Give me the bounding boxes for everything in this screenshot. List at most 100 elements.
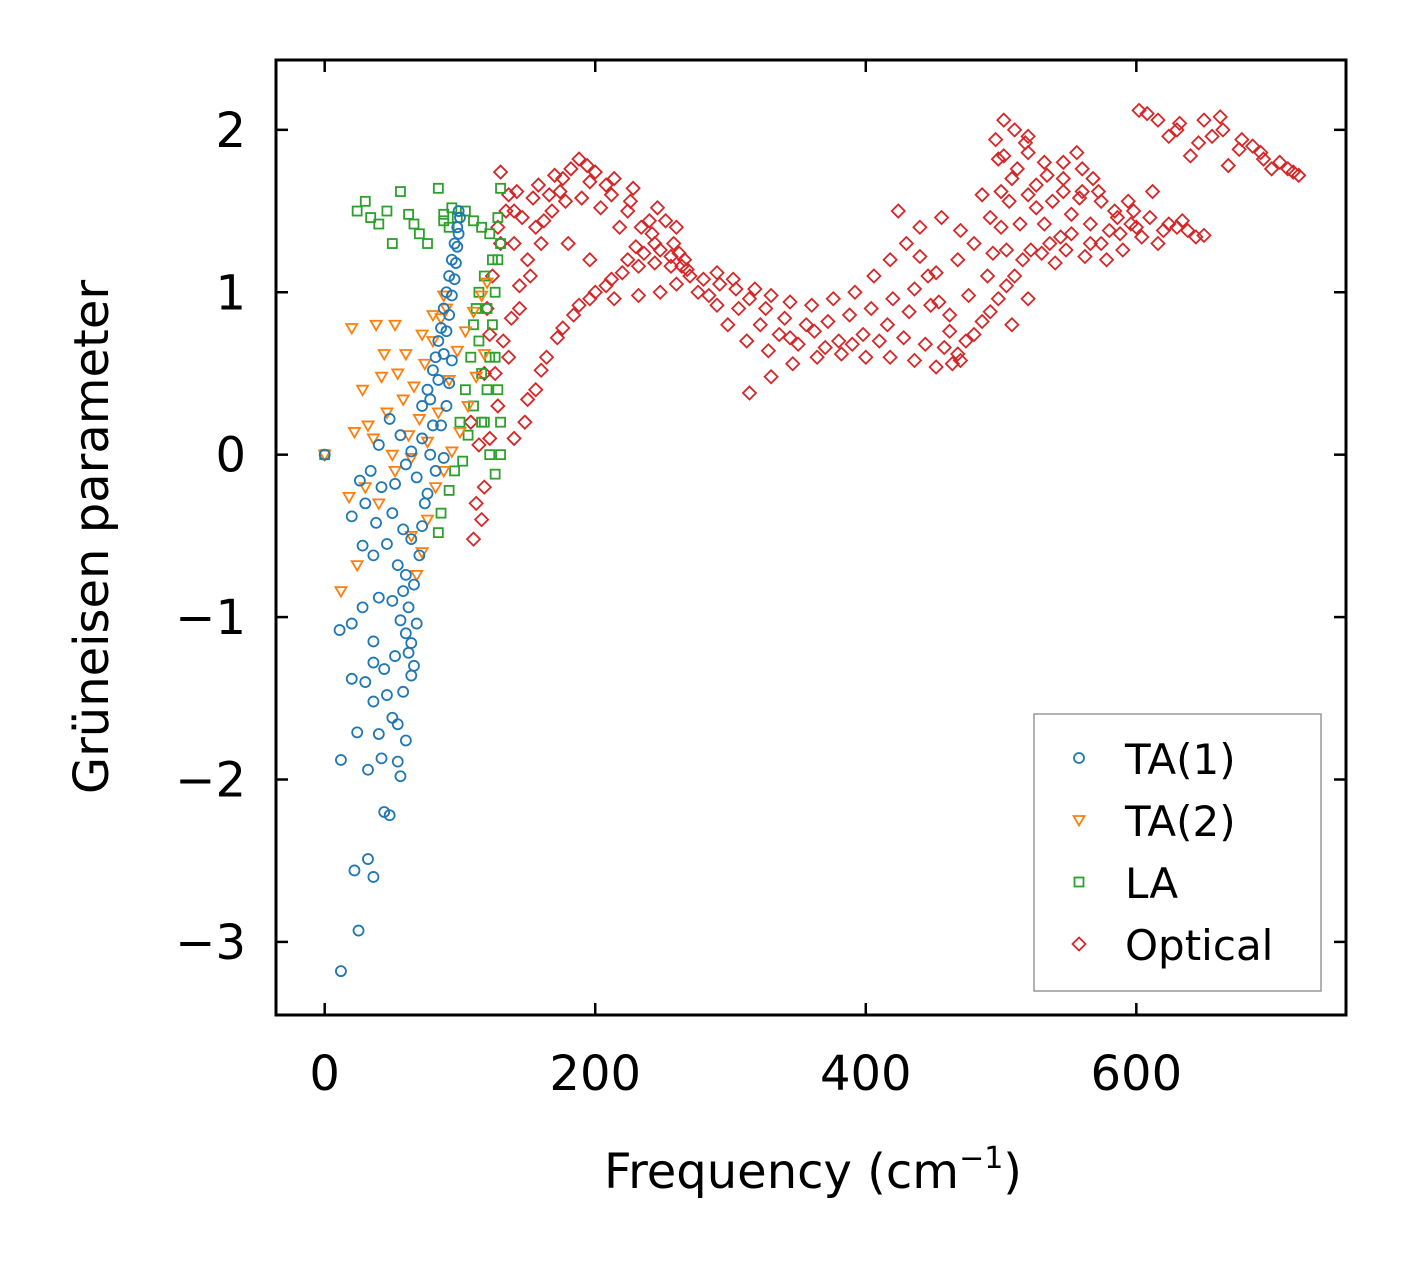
data-point-optical — [519, 251, 536, 268]
y-tick-label: 1 — [215, 265, 246, 321]
data-point-optical — [668, 276, 685, 292]
data-point-optical — [966, 326, 982, 343]
data-point-optical — [1196, 112, 1212, 128]
data-point-la — [481, 303, 493, 314]
data-point-ta-1 — [405, 669, 418, 682]
data-point-optical — [990, 151, 1007, 167]
data-point-optical — [1071, 190, 1088, 206]
data-point-ta-1 — [440, 325, 453, 338]
data-point-optical — [1058, 242, 1074, 258]
data-point-ta-2 — [404, 453, 419, 466]
data-point-la — [408, 218, 420, 230]
data-point-ta-1 — [405, 533, 418, 546]
data-point-optical — [782, 294, 798, 310]
data-point-ta-2 — [371, 498, 386, 511]
data-point-optical — [1069, 144, 1085, 161]
data-point-optical — [619, 203, 636, 219]
data-point-optical — [901, 303, 917, 320]
data-point-la — [395, 186, 406, 197]
data-point-optical — [833, 346, 850, 362]
data-point-optical — [625, 180, 641, 197]
data-point-ta-1 — [345, 510, 358, 523]
data-point-optical — [1028, 200, 1045, 216]
x-axis-label-close: ) — [1003, 1144, 1022, 1200]
data-point-optical — [1036, 216, 1053, 232]
data-point-ta-1 — [421, 487, 434, 500]
data-point-ta-1 — [399, 734, 412, 747]
data-point-ta-1 — [345, 617, 358, 630]
data-point-optical — [1033, 245, 1050, 262]
data-point-optical — [882, 251, 898, 268]
data-point-optical — [1188, 229, 1204, 245]
data-point-optical — [906, 352, 923, 369]
data-point-optical — [1128, 219, 1145, 236]
data-point-optical — [690, 284, 706, 301]
data-point-la — [443, 484, 455, 496]
data-point-optical — [931, 294, 947, 310]
data-point-optical — [1190, 135, 1207, 151]
data-point-optical — [695, 271, 712, 288]
data-point-optical — [527, 381, 544, 398]
data-point-optical — [468, 495, 484, 512]
data-point-ta-1 — [402, 646, 415, 659]
data-point-ta-2 — [387, 319, 403, 333]
data-point-ta-1 — [375, 481, 388, 494]
data-point-ta-2 — [366, 433, 381, 446]
data-point-optical — [906, 281, 923, 297]
data-point-optical — [1055, 170, 1072, 187]
data-point-optical — [1161, 128, 1177, 145]
data-point-optical — [563, 161, 579, 177]
data-point-ta-2 — [425, 310, 440, 323]
x-tick-label: 0 — [309, 1046, 340, 1102]
data-point-optical — [941, 323, 958, 340]
data-point-optical — [1169, 219, 1185, 236]
data-point-optical — [538, 349, 555, 365]
data-point-optical — [582, 174, 598, 190]
legend: TA(1) TA(2) LA Optical — [1033, 713, 1322, 992]
data-point-optical — [630, 258, 647, 275]
data-point-optical — [582, 251, 598, 268]
data-point-ta-2 — [477, 349, 492, 362]
data-point-optical — [936, 339, 953, 356]
data-point-optical — [571, 297, 587, 314]
data-point-optical — [730, 300, 747, 317]
data-point-optical — [763, 287, 779, 304]
data-point-optical — [898, 235, 915, 252]
data-point-optical — [622, 193, 639, 210]
data-point-optical — [555, 320, 571, 336]
data-point-ta-2 — [374, 371, 389, 385]
data-point-optical — [1036, 154, 1053, 171]
data-point-optical — [1028, 177, 1045, 193]
data-point-ta-1 — [416, 520, 428, 533]
data-point-optical — [1255, 151, 1272, 167]
data-point-optical — [465, 531, 482, 547]
data-point-ta-1 — [416, 400, 428, 412]
data-point-optical — [481, 430, 498, 447]
data-point-optical — [933, 209, 950, 226]
y-axis-label: Grüneisen parameter — [64, 280, 120, 795]
data-point-optical — [1244, 138, 1261, 154]
data-point-la — [432, 527, 444, 539]
data-point-ta-1 — [445, 289, 458, 302]
legend-markers — [1071, 752, 1087, 952]
data-point-optical — [760, 342, 777, 359]
data-point-ta-1 — [397, 523, 410, 536]
series-la — [319, 182, 506, 539]
data-point-optical — [1004, 316, 1020, 333]
data-point-optical — [503, 310, 520, 327]
data-point-optical — [679, 261, 695, 278]
data-point-ta-2 — [341, 491, 357, 505]
data-point-optical — [803, 297, 820, 314]
data-point-la — [489, 468, 501, 480]
data-point-optical — [514, 209, 530, 226]
data-point-ta-2 — [377, 349, 392, 362]
data-point-optical — [560, 235, 576, 252]
series-ta-2 — [317, 277, 495, 599]
data-point-ta-2 — [396, 394, 411, 407]
data-point-optical — [844, 336, 861, 352]
data-point-optical — [1052, 229, 1069, 245]
data-point-optical — [463, 414, 479, 430]
data-points — [317, 102, 1307, 978]
data-point-ta-2 — [458, 326, 473, 339]
data-point-ta-1 — [448, 237, 461, 250]
